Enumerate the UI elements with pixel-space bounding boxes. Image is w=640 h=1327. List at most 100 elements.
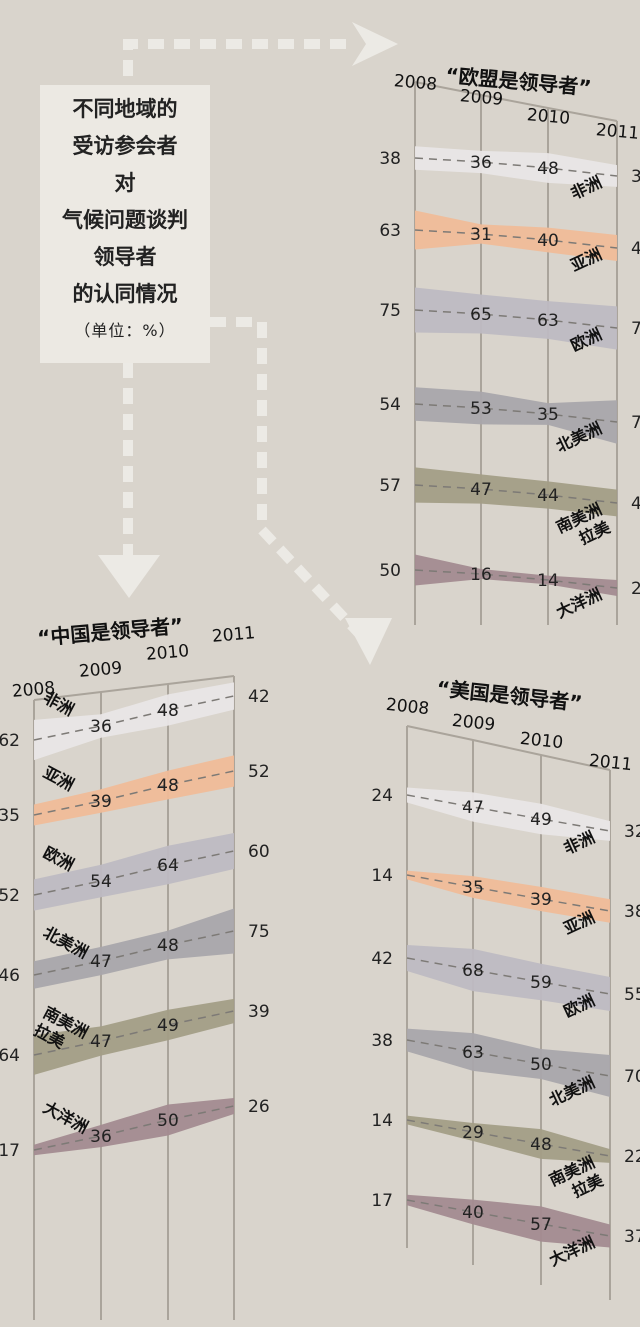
series-ribbon: [34, 755, 234, 826]
value-label: 47: [462, 798, 484, 818]
value-label: 52: [0, 886, 20, 906]
value-label: 35: [631, 167, 640, 187]
value-label: 26: [631, 579, 640, 599]
axis-top-line: [406, 725, 611, 771]
year-label: 2011: [211, 623, 256, 647]
region-label: 大洋洲: [553, 584, 605, 622]
value-label: 38: [624, 902, 640, 922]
series-fold-line: [406, 874, 611, 912]
value-label: 36: [90, 717, 112, 737]
value-label: 63: [462, 1043, 484, 1063]
value-label: 62: [0, 731, 20, 751]
region-label-line: 大洋洲: [553, 584, 605, 622]
series-fold-line: [406, 794, 611, 832]
year-label: 2010: [519, 729, 564, 753]
arrow-head: [352, 22, 398, 66]
series-ribbon: [415, 210, 617, 262]
value-label: 22: [624, 1147, 640, 1167]
series-fold-line: [33, 1010, 235, 1056]
series-ribbon: [34, 833, 234, 911]
year-label: 2009: [459, 86, 504, 110]
value-label: 39: [90, 792, 112, 812]
guide-arrow-line: [210, 317, 369, 644]
value-label: 44: [537, 486, 559, 506]
value-label: 47: [90, 1032, 112, 1052]
axis-top-line: [33, 675, 235, 701]
value-label: 39: [248, 1002, 270, 1022]
value-label: 47: [470, 480, 492, 500]
series-ribbon: [407, 1115, 610, 1163]
value-label: 48: [530, 1135, 552, 1155]
series-fold-line: [406, 1199, 611, 1237]
unit-label: （单位：%）: [74, 321, 176, 340]
year-label: 2009: [78, 658, 123, 682]
value-label: 40: [462, 1203, 484, 1223]
series-fold-line: [414, 229, 618, 249]
value-label: 50: [379, 561, 401, 581]
value-label: 70: [624, 1067, 640, 1087]
value-label: 37: [624, 1227, 640, 1247]
value-label: 35: [0, 806, 20, 826]
value-label: 16: [470, 565, 492, 585]
series-fold-line: [414, 484, 618, 504]
series-fold-line: [414, 157, 618, 177]
region-label: 亚洲: [40, 763, 77, 795]
series-fold-line: [414, 309, 618, 329]
value-label: 46: [0, 966, 20, 986]
series-ribbon: [407, 870, 610, 923]
year-label: 2008: [393, 71, 438, 95]
region-label-line: 非洲: [40, 688, 77, 720]
series-ribbon: [415, 387, 617, 444]
chart-title: “美国是领导者”: [435, 676, 583, 715]
value-label: 47: [90, 952, 112, 972]
value-label: 36: [90, 1127, 112, 1147]
region-label-line: 大洋洲: [40, 1098, 91, 1137]
series-ribbon: [34, 682, 234, 761]
series-ribbon: [407, 1028, 610, 1097]
value-label: 35: [462, 878, 484, 898]
value-label: 26: [248, 1097, 270, 1117]
series-ribbon: [415, 146, 617, 187]
series-fold-line: [406, 957, 611, 995]
series-fold-line: [33, 1105, 235, 1151]
value-label: 38: [371, 1031, 393, 1051]
value-label: 48: [537, 159, 559, 179]
series-fold-line: [414, 569, 618, 589]
value-label: 72: [631, 319, 640, 339]
legend-line: 受访参会者: [72, 134, 178, 158]
series-fold-line: [406, 1039, 611, 1077]
axis-top-line: [414, 81, 618, 122]
series-ribbon: [407, 787, 610, 841]
value-label: 52: [248, 762, 270, 782]
chart-panel: “中国是领导者”200820092010201162364842非洲353948…: [0, 613, 270, 1320]
value-label: 42: [371, 949, 393, 969]
year-label: 2011: [588, 751, 633, 775]
value-label: 54: [379, 395, 401, 415]
value-label: 64: [0, 1046, 20, 1066]
series-ribbon: [415, 554, 617, 597]
series-fold-line: [33, 850, 235, 896]
value-label: 70: [631, 413, 640, 433]
value-label: 39: [530, 890, 552, 910]
value-label: 53: [470, 399, 492, 419]
year-label: 2011: [595, 120, 640, 144]
series-ribbon: [407, 1194, 610, 1248]
year-label: 2009: [451, 711, 496, 735]
value-label: 32: [624, 822, 640, 842]
value-label: 14: [537, 571, 559, 591]
value-label: 40: [537, 231, 559, 251]
value-label: 64: [157, 856, 179, 876]
value-label: 57: [379, 476, 401, 496]
value-label: 68: [462, 961, 484, 981]
value-label: 65: [470, 305, 492, 325]
year-label: 2010: [526, 105, 571, 129]
value-label: 24: [371, 786, 393, 806]
series-ribbon: [34, 1097, 234, 1156]
legend-line: 领导者: [93, 245, 157, 269]
legend-line: 不同地域的: [72, 97, 178, 121]
value-label: 48: [157, 701, 179, 721]
value-label: 50: [530, 1055, 552, 1075]
value-label: 75: [248, 922, 270, 942]
